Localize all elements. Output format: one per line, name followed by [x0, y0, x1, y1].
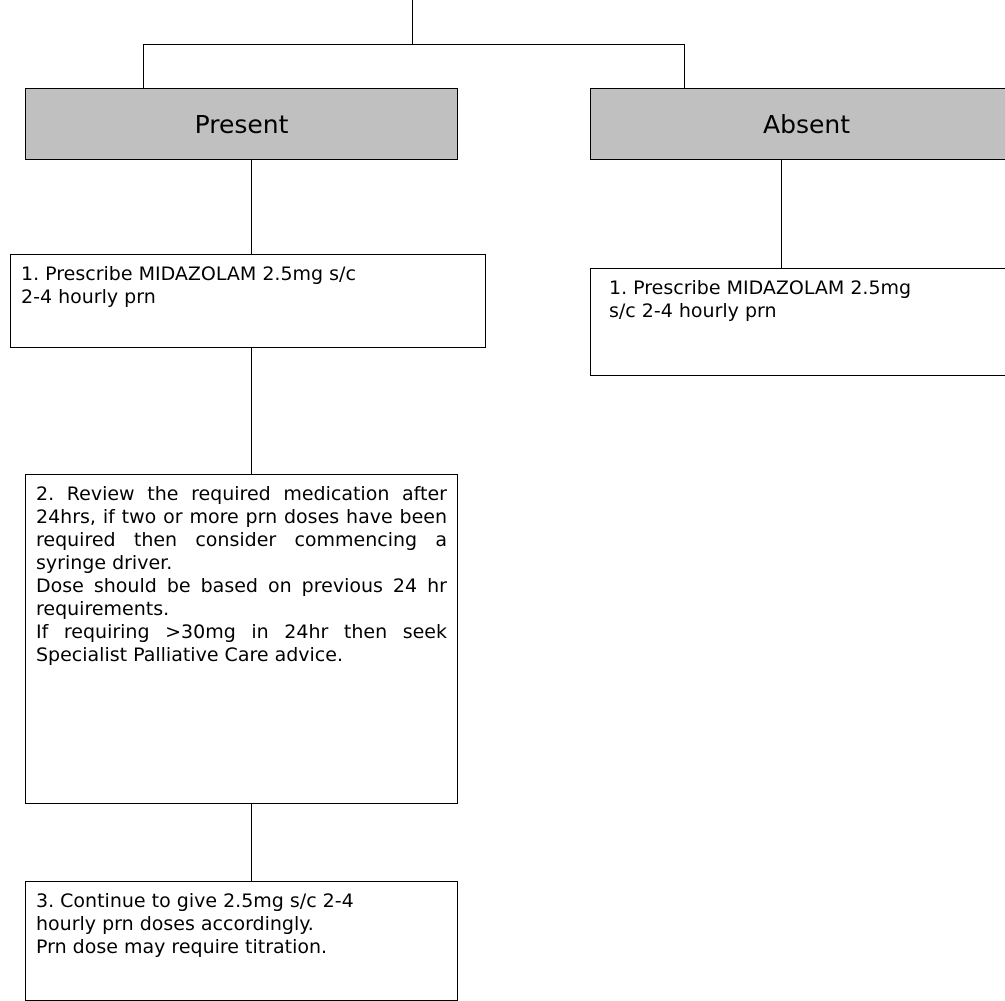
- absent-step-1-line: s/c 2-4 hourly prn: [609, 300, 777, 322]
- step2-to-step3-connector: [251, 804, 252, 881]
- top-connector: [412, 0, 413, 44]
- present-step-3-line: hourly prn doses accordingly.: [36, 913, 314, 935]
- present-step-1-line: 2-4 hourly prn: [21, 286, 156, 308]
- present-step-1-line: 1. Prescribe MIDAZOLAM 2.5mg s/c: [21, 263, 356, 285]
- present-step-1: 1. Prescribe MIDAZOLAM 2.5mg s/c 2-4 hou…: [10, 254, 486, 348]
- present-step-2: 2. Review the required medication after …: [25, 474, 458, 804]
- present-step-2-paragraph: Dose should be based on previous 24 hr r…: [36, 575, 447, 620]
- present-to-step1-connector: [251, 160, 252, 254]
- present-step-3-line: Prn dose may require titration.: [36, 936, 328, 958]
- absent-step-1: 1. Prescribe MIDAZOLAM 2.5mg s/c 2-4 hou…: [590, 268, 1005, 376]
- present-step-3: 3. Continue to give 2.5mg s/c 2-4 hourly…: [25, 881, 458, 1001]
- present-connector: [143, 44, 144, 88]
- absent-connector: [684, 44, 685, 88]
- branch-connector: [143, 44, 685, 45]
- absent-header: Absent: [590, 88, 1005, 160]
- absent-label: Absent: [762, 109, 851, 139]
- present-step-2-paragraph: If requiring >30mg in 24hr then seek Spe…: [36, 621, 447, 666]
- present-header: Present: [25, 88, 458, 160]
- absent-step-1-line: 1. Prescribe MIDAZOLAM 2.5mg: [609, 277, 912, 299]
- present-step-2-paragraph: 2. Review the required medication after …: [36, 483, 447, 574]
- absent-to-step1-connector: [781, 160, 782, 268]
- step1-to-step2-connector: [251, 348, 252, 474]
- present-label: Present: [194, 109, 289, 139]
- present-step-3-line: 3. Continue to give 2.5mg s/c 2-4: [36, 890, 354, 912]
